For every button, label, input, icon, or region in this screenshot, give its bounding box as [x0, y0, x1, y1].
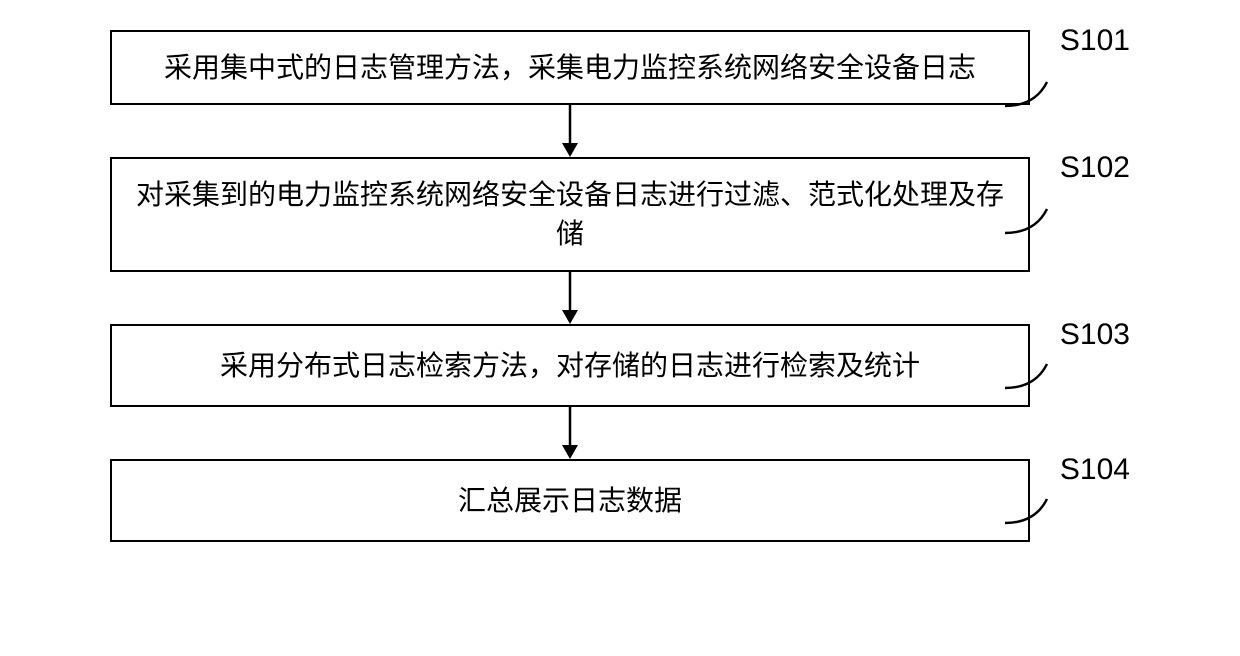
step-label-s101: S101: [1060, 24, 1130, 58]
arrow: [110, 272, 1030, 324]
step-label-s104: S104: [1060, 453, 1130, 487]
step-row: 汇总展示日志数据 S104: [50, 459, 1190, 542]
arrow: [110, 105, 1030, 157]
step-box-s103: 采用分布式日志检索方法，对存储的日志进行检索及统计: [110, 324, 1030, 407]
step-row: 采用集中式的日志管理方法，采集电力监控系统网络安全设备日志 S101: [50, 30, 1190, 105]
step-box-s101: 采用集中式的日志管理方法，采集电力监控系统网络安全设备日志: [110, 30, 1030, 105]
step-box-s102: 对采集到的电力监控系统网络安全设备日志进行过滤、范式化处理及存储: [110, 157, 1030, 271]
step-label-s102: S102: [1060, 151, 1130, 185]
step-box-s104: 汇总展示日志数据: [110, 459, 1030, 542]
label-connector: [1005, 205, 1055, 235]
label-connector: [1005, 495, 1055, 525]
step-label-s103: S103: [1060, 318, 1130, 352]
flowchart-container: 采用集中式的日志管理方法，采集电力监控系统网络安全设备日志 S101 对采集到的…: [50, 30, 1190, 542]
label-connector: [1005, 78, 1055, 108]
step-row: 采用分布式日志检索方法，对存储的日志进行检索及统计 S103: [50, 324, 1190, 407]
label-connector: [1005, 360, 1055, 390]
arrow: [110, 407, 1030, 459]
step-row: 对采集到的电力监控系统网络安全设备日志进行过滤、范式化处理及存储 S102: [50, 157, 1190, 271]
